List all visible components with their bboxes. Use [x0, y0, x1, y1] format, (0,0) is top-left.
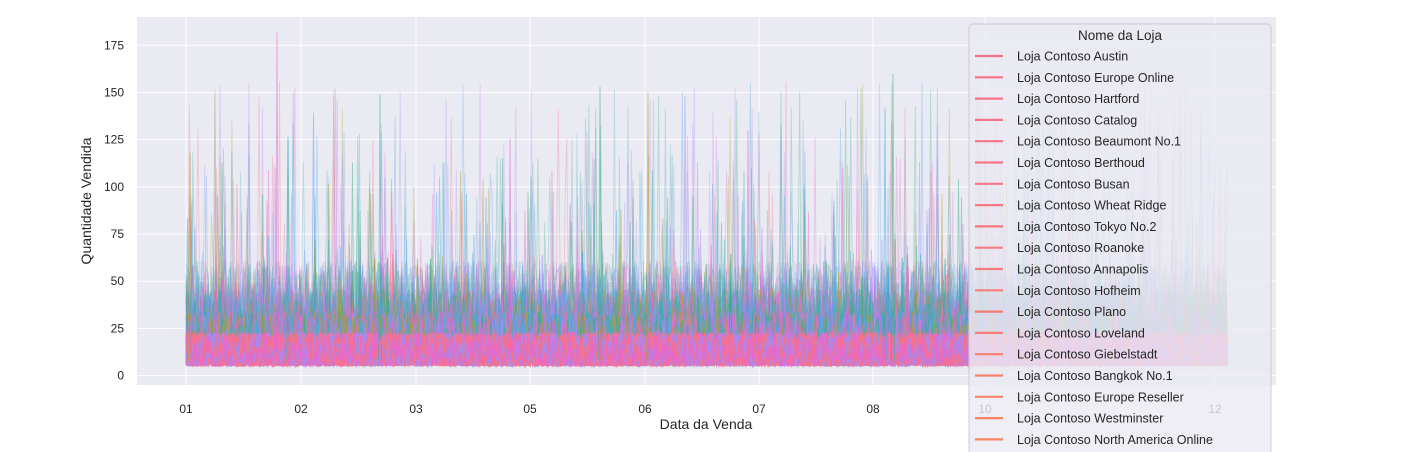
legend-item: Loja Contoso Bangkok No.1: [975, 369, 1173, 383]
legend-label: Loja Contoso Bangkok No.1: [1017, 369, 1173, 383]
legend-label: Loja Contoso Giebelstadt: [1017, 348, 1158, 362]
legend-item: Loja Contoso Roanoke: [975, 241, 1144, 255]
legend-label: Loja Contoso Roanoke: [1017, 241, 1144, 255]
legend-label: Loja Contoso Austin: [1017, 50, 1128, 64]
legend-label: Loja Contoso Annapolis: [1017, 263, 1148, 277]
legend-item: Loja Contoso Berthoud: [975, 156, 1145, 170]
legend-item: Loja Contoso Tokyo No.2: [975, 220, 1156, 234]
legend-item: Loja Contoso Busan: [975, 177, 1130, 191]
x-tick-label: 05: [523, 402, 537, 416]
series-peak: [378, 94, 382, 361]
series-peak: [683, 96, 687, 361]
legend-label: Loja Contoso Plano: [1017, 305, 1126, 319]
legend-label: Loja Contoso Hofheim: [1017, 284, 1141, 298]
y-tick-label: 50: [111, 274, 125, 288]
series-peak: [286, 137, 290, 361]
legend-item: Loja Contoso North America Online: [975, 433, 1213, 447]
legend-item: Loja Contoso Giebelstadt: [975, 348, 1158, 362]
legend-label: Loja Contoso Loveland: [1017, 326, 1145, 340]
series-peak: [883, 107, 887, 361]
x-tick-label: 03: [409, 402, 423, 416]
x-tick-label: 07: [752, 402, 766, 416]
legend-label: Loja Contoso Catalog: [1017, 113, 1137, 127]
legend-item: Loja Contoso Westminster: [975, 412, 1163, 426]
y-axis-label: Quantidade Vendida: [78, 137, 94, 264]
x-axis-label: Data da Venda: [660, 416, 753, 432]
legend-item: Loja Contoso Austin: [975, 50, 1128, 64]
legend-label: Loja Contoso Busan: [1017, 177, 1130, 191]
legend-label: Loja Contoso Berthoud: [1017, 156, 1145, 170]
y-tick-label: 150: [104, 85, 124, 99]
legend-item: Loja Contoso Hartford: [975, 92, 1139, 106]
legend-label: Loja Contoso North America Online: [1017, 433, 1213, 447]
series-peak: [508, 137, 512, 361]
y-tick-label: 175: [104, 38, 124, 52]
legend-item: Loja Contoso Europe Reseller: [975, 390, 1184, 404]
x-tick-label: 01: [179, 402, 193, 416]
legend-label: Loja Contoso Beaumont No.1: [1017, 135, 1181, 149]
x-tick-label: 06: [638, 402, 652, 416]
legend-label: Loja Contoso Europe Reseller: [1017, 390, 1184, 404]
y-tick-label: 0: [117, 369, 124, 383]
legend-title: Nome da Loja: [1078, 28, 1163, 43]
y-tick-label: 25: [111, 321, 125, 335]
series-peak: [646, 92, 650, 361]
legend-item: Loja Contoso Annapolis: [975, 263, 1148, 277]
legend-item: Loja Contoso Europe Online: [975, 71, 1174, 85]
y-tick-labels: 0 25 50 75 100 125 150 175: [104, 38, 124, 382]
legend-item: Loja Contoso Plano: [975, 305, 1126, 319]
legend-frame: [968, 23, 1272, 452]
legend-label: Loja Contoso Wheat Ridge: [1017, 199, 1166, 213]
y-tick-label: 75: [111, 227, 125, 241]
series-peak: [598, 86, 602, 361]
legend-label: Loja Contoso Tokyo No.2: [1017, 220, 1156, 234]
series-peak: [275, 32, 279, 361]
series-peak: [891, 73, 895, 361]
legend-label: Loja Contoso Westminster: [1017, 412, 1163, 426]
legend-item: Loja Contoso Wheat Ridge: [975, 199, 1166, 213]
legend-label: Loja Contoso Hartford: [1017, 92, 1139, 106]
legend-item: Loja Contoso Loveland: [975, 326, 1145, 340]
x-tick-label: 02: [294, 402, 308, 416]
legend-item: Loja Contoso Catalog: [975, 113, 1137, 127]
y-tick-label: 100: [104, 180, 124, 194]
series-peak: [746, 130, 750, 361]
x-tick-label: 08: [866, 402, 880, 416]
legend-label: Loja Contoso Europe Online: [1017, 71, 1174, 85]
legend-item: Loja Contoso Hofheim: [975, 284, 1141, 298]
legend-items: Loja Contoso Austin Loja Contoso Europe O…: [975, 50, 1213, 447]
series-peak: [188, 152, 192, 361]
legend-item: Loja Contoso Beaumont No.1: [975, 135, 1181, 149]
y-tick-label: 125: [104, 133, 124, 147]
